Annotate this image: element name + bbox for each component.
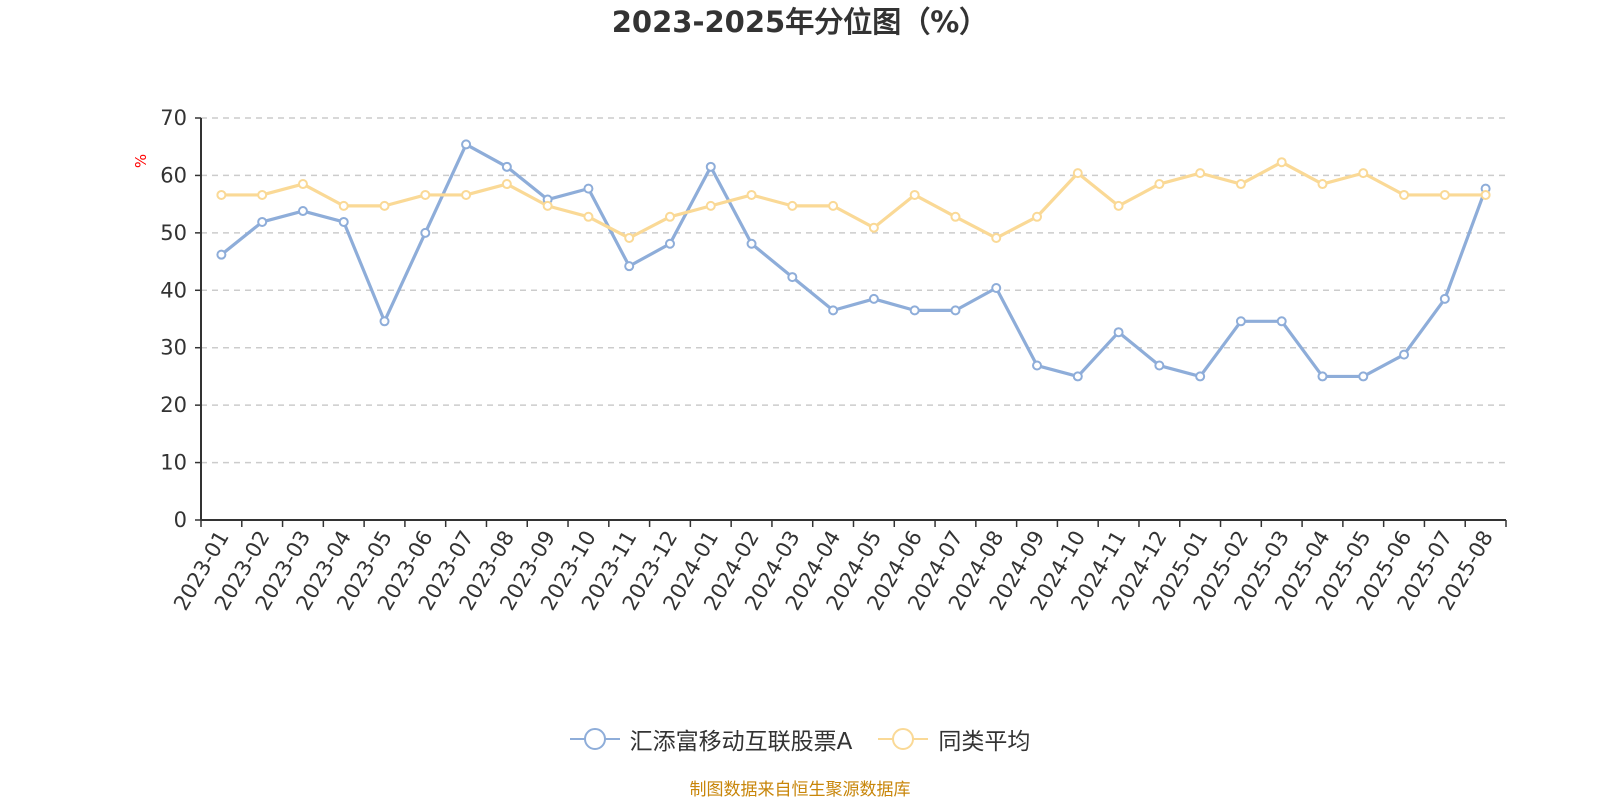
data-point-series-2 <box>868 222 879 233</box>
data-point-series-2 <box>542 200 553 211</box>
y-tick-label: 20 <box>160 393 187 417</box>
y-axis-label: % <box>132 154 150 168</box>
y-tick-labels: 0 10 20 30 40 50 60 70 <box>160 106 187 532</box>
legend-line-circle-icon <box>878 728 929 750</box>
data-point-series-1 <box>1235 316 1246 327</box>
y-tick-label: 40 <box>160 278 187 302</box>
y-tick-label: 10 <box>160 451 187 475</box>
data-point-series-1 <box>461 139 472 150</box>
x-tick-labels: 2023-012023-022023-032023-042023-052023-… <box>169 527 1498 615</box>
data-point-series-2 <box>909 189 920 200</box>
data-point-series-1 <box>1317 371 1328 382</box>
series-line-1 <box>220 142 1488 379</box>
y-tick-label: 60 <box>160 163 187 187</box>
chart-title: 2023-2025年分位图（%） <box>611 5 989 39</box>
data-point-series-1 <box>746 238 757 249</box>
data-point-series-1 <box>1276 316 1287 327</box>
data-point-series-2 <box>1032 211 1043 222</box>
data-point-series-1 <box>501 161 512 172</box>
data-point-series-1 <box>705 161 716 172</box>
data-point-series-2 <box>583 211 594 222</box>
data-point-series-1 <box>787 272 798 283</box>
data-point-series-2 <box>746 189 757 200</box>
data-point-series-2 <box>705 200 716 211</box>
axes <box>195 117 1507 527</box>
data-point-series-2 <box>338 200 349 211</box>
data-point-series-1 <box>1113 327 1124 338</box>
legend-item-series-2[interactable]: 同类平均 <box>878 722 1030 756</box>
data-point-series-2 <box>297 179 308 190</box>
y-tick-label: 70 <box>160 106 187 130</box>
data-point-series-2 <box>1113 200 1124 211</box>
y-tick-label: 50 <box>160 221 187 245</box>
data-point-series-2 <box>216 189 227 200</box>
data-point-series-2 <box>1358 168 1369 179</box>
data-point-series-1 <box>828 305 839 316</box>
data-point-series-2 <box>1439 189 1450 200</box>
data-point-series-2 <box>1235 179 1246 190</box>
data-point-series-2 <box>624 233 635 244</box>
legend-label-series-1: 汇添富移动互联股票A <box>629 729 853 755</box>
data-point-series-1 <box>216 249 227 260</box>
data-point-series-2 <box>1399 189 1410 200</box>
series-lines <box>216 139 1491 382</box>
data-point-series-1 <box>624 261 635 272</box>
data-point-series-1 <box>583 183 594 194</box>
data-point-series-1 <box>1072 371 1083 382</box>
data-point-series-1 <box>909 305 920 316</box>
data-point-series-1 <box>297 206 308 217</box>
data-point-series-1 <box>1195 371 1206 382</box>
legend: 汇添富移动互联股票A 同类平均 <box>0 722 1600 756</box>
data-point-series-1 <box>1399 349 1410 360</box>
y-tick-label: 30 <box>160 336 187 360</box>
data-point-series-2 <box>991 233 1002 244</box>
source-note: 制图数据来自恒生聚源数据库 <box>689 780 911 800</box>
series-line-2 <box>221 160 1486 240</box>
data-point-series-2 <box>257 189 268 200</box>
data-point-series-2 <box>420 189 431 200</box>
legend-label-series-2: 同类平均 <box>938 729 1031 755</box>
data-point-series-2 <box>1154 179 1165 190</box>
data-point-series-1 <box>257 216 268 227</box>
data-point-series-2 <box>461 189 472 200</box>
data-point-series-1 <box>664 238 675 249</box>
data-point-series-1 <box>338 216 349 227</box>
data-point-series-1 <box>868 293 879 304</box>
data-point-series-1 <box>950 305 961 316</box>
data-point-series-1 <box>1439 293 1450 304</box>
legend-line-circle-icon <box>569 728 620 750</box>
data-point-series-2 <box>1195 168 1206 179</box>
data-point-series-2 <box>379 200 390 211</box>
data-point-series-1 <box>1358 371 1369 382</box>
data-point-series-1 <box>420 227 431 238</box>
data-point-series-2 <box>1276 157 1287 168</box>
legend-item-series-1[interactable]: 汇添富移动互联股票A <box>569 722 853 756</box>
data-point-series-2 <box>787 200 798 211</box>
data-point-series-2 <box>1480 189 1491 200</box>
data-point-series-2 <box>664 211 675 222</box>
data-point-series-2 <box>950 211 961 222</box>
y-tick-label: 0 <box>174 508 187 532</box>
data-point-series-1 <box>991 282 1002 293</box>
data-point-series-2 <box>1317 179 1328 190</box>
data-point-series-1 <box>1032 360 1043 371</box>
grid-lines <box>201 117 1506 464</box>
data-point-series-1 <box>1154 360 1165 371</box>
data-point-series-2 <box>501 179 512 190</box>
data-point-series-2 <box>828 200 839 211</box>
data-point-series-1 <box>379 316 390 327</box>
data-point-series-2 <box>1072 168 1083 179</box>
